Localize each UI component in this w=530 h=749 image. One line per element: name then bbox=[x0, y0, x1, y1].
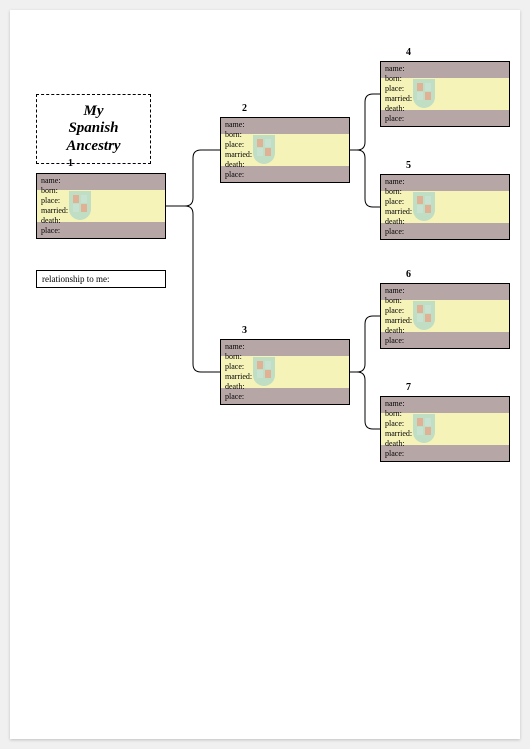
person-number-4: 4 bbox=[406, 47, 411, 58]
person-box-7[interactable]: name:born:place:married:death:place: bbox=[380, 396, 510, 462]
field-place2: place: bbox=[385, 114, 412, 124]
field-name: name: bbox=[225, 120, 252, 130]
field-place2: place: bbox=[385, 336, 412, 346]
field-place1: place: bbox=[385, 306, 412, 316]
field-place2: place: bbox=[41, 226, 68, 236]
field-born: born: bbox=[225, 352, 252, 362]
field-married: married: bbox=[385, 207, 412, 217]
title-line-3: Ancestry bbox=[47, 138, 140, 155]
field-name: name: bbox=[385, 286, 412, 296]
field-married: married: bbox=[385, 316, 412, 326]
field-death: death: bbox=[225, 160, 252, 170]
title-line-1: My bbox=[47, 103, 140, 120]
field-place2: place: bbox=[225, 170, 252, 180]
crest-icon bbox=[65, 187, 95, 223]
field-death: death: bbox=[225, 382, 252, 392]
field-name: name: bbox=[385, 64, 412, 74]
page: My Spanish Ancestry 1name:born:place:mar… bbox=[10, 10, 520, 739]
person-number-1: 1 bbox=[68, 158, 73, 169]
field-married: married: bbox=[225, 150, 252, 160]
field-name: name: bbox=[225, 342, 252, 352]
relationship-box[interactable]: relationship to me: bbox=[36, 270, 166, 288]
field-place2: place: bbox=[385, 449, 412, 459]
title-line-2: Spanish bbox=[47, 120, 140, 137]
field-born: born: bbox=[385, 296, 412, 306]
field-born: born: bbox=[385, 187, 412, 197]
person-fields: name:born:place:married:death:place: bbox=[385, 399, 412, 459]
person-box-5[interactable]: name:born:place:married:death:place: bbox=[380, 174, 510, 240]
person-number-6: 6 bbox=[406, 269, 411, 280]
connector-2-up bbox=[350, 316, 380, 372]
field-born: born: bbox=[41, 186, 68, 196]
field-death: death: bbox=[385, 104, 412, 114]
connector-0-up bbox=[166, 150, 220, 206]
field-married: married: bbox=[225, 372, 252, 382]
field-place1: place: bbox=[41, 196, 68, 206]
connector-2-down bbox=[350, 372, 380, 429]
field-place1: place: bbox=[225, 362, 252, 372]
person-box-2[interactable]: name:born:place:married:death:place: bbox=[220, 117, 350, 183]
connector-1-up bbox=[350, 94, 380, 150]
field-name: name: bbox=[41, 176, 68, 186]
crest-icon bbox=[409, 188, 439, 224]
person-box-4[interactable]: name:born:place:married:death:place: bbox=[380, 61, 510, 127]
field-born: born: bbox=[385, 409, 412, 419]
person-number-7: 7 bbox=[406, 382, 411, 393]
person-box-1[interactable]: name:born:place:married:death:place: bbox=[36, 173, 166, 239]
person-box-3[interactable]: name:born:place:married:death:place: bbox=[220, 339, 350, 405]
field-death: death: bbox=[41, 216, 68, 226]
crest-icon bbox=[249, 131, 279, 167]
field-name: name: bbox=[385, 177, 412, 187]
person-fields: name:born:place:married:death:place: bbox=[225, 120, 252, 180]
crest-icon bbox=[409, 297, 439, 333]
person-number-5: 5 bbox=[406, 160, 411, 171]
field-place1: place: bbox=[385, 419, 412, 429]
relationship-label: relationship to me: bbox=[42, 274, 110, 284]
field-place1: place: bbox=[225, 140, 252, 150]
field-married: married: bbox=[385, 94, 412, 104]
field-death: death: bbox=[385, 217, 412, 227]
field-death: death: bbox=[385, 439, 412, 449]
crest-icon bbox=[249, 353, 279, 389]
crest-icon bbox=[409, 75, 439, 111]
person-number-2: 2 bbox=[242, 103, 247, 114]
field-married: married: bbox=[41, 206, 68, 216]
field-place1: place: bbox=[385, 84, 412, 94]
field-born: born: bbox=[385, 74, 412, 84]
person-box-6[interactable]: name:born:place:married:death:place: bbox=[380, 283, 510, 349]
title-box: My Spanish Ancestry bbox=[36, 94, 151, 164]
person-fields: name:born:place:married:death:place: bbox=[385, 177, 412, 237]
field-place2: place: bbox=[225, 392, 252, 402]
connector-1-down bbox=[350, 150, 380, 207]
field-married: married: bbox=[385, 429, 412, 439]
crest-icon bbox=[409, 410, 439, 446]
field-place1: place: bbox=[385, 197, 412, 207]
person-fields: name:born:place:married:death:place: bbox=[385, 286, 412, 346]
person-fields: name:born:place:married:death:place: bbox=[225, 342, 252, 402]
person-fields: name:born:place:married:death:place: bbox=[385, 64, 412, 124]
connector-0-down bbox=[166, 206, 220, 372]
field-death: death: bbox=[385, 326, 412, 336]
field-place2: place: bbox=[385, 227, 412, 237]
field-born: born: bbox=[225, 130, 252, 140]
person-number-3: 3 bbox=[242, 325, 247, 336]
field-name: name: bbox=[385, 399, 412, 409]
person-fields: name:born:place:married:death:place: bbox=[41, 176, 68, 236]
